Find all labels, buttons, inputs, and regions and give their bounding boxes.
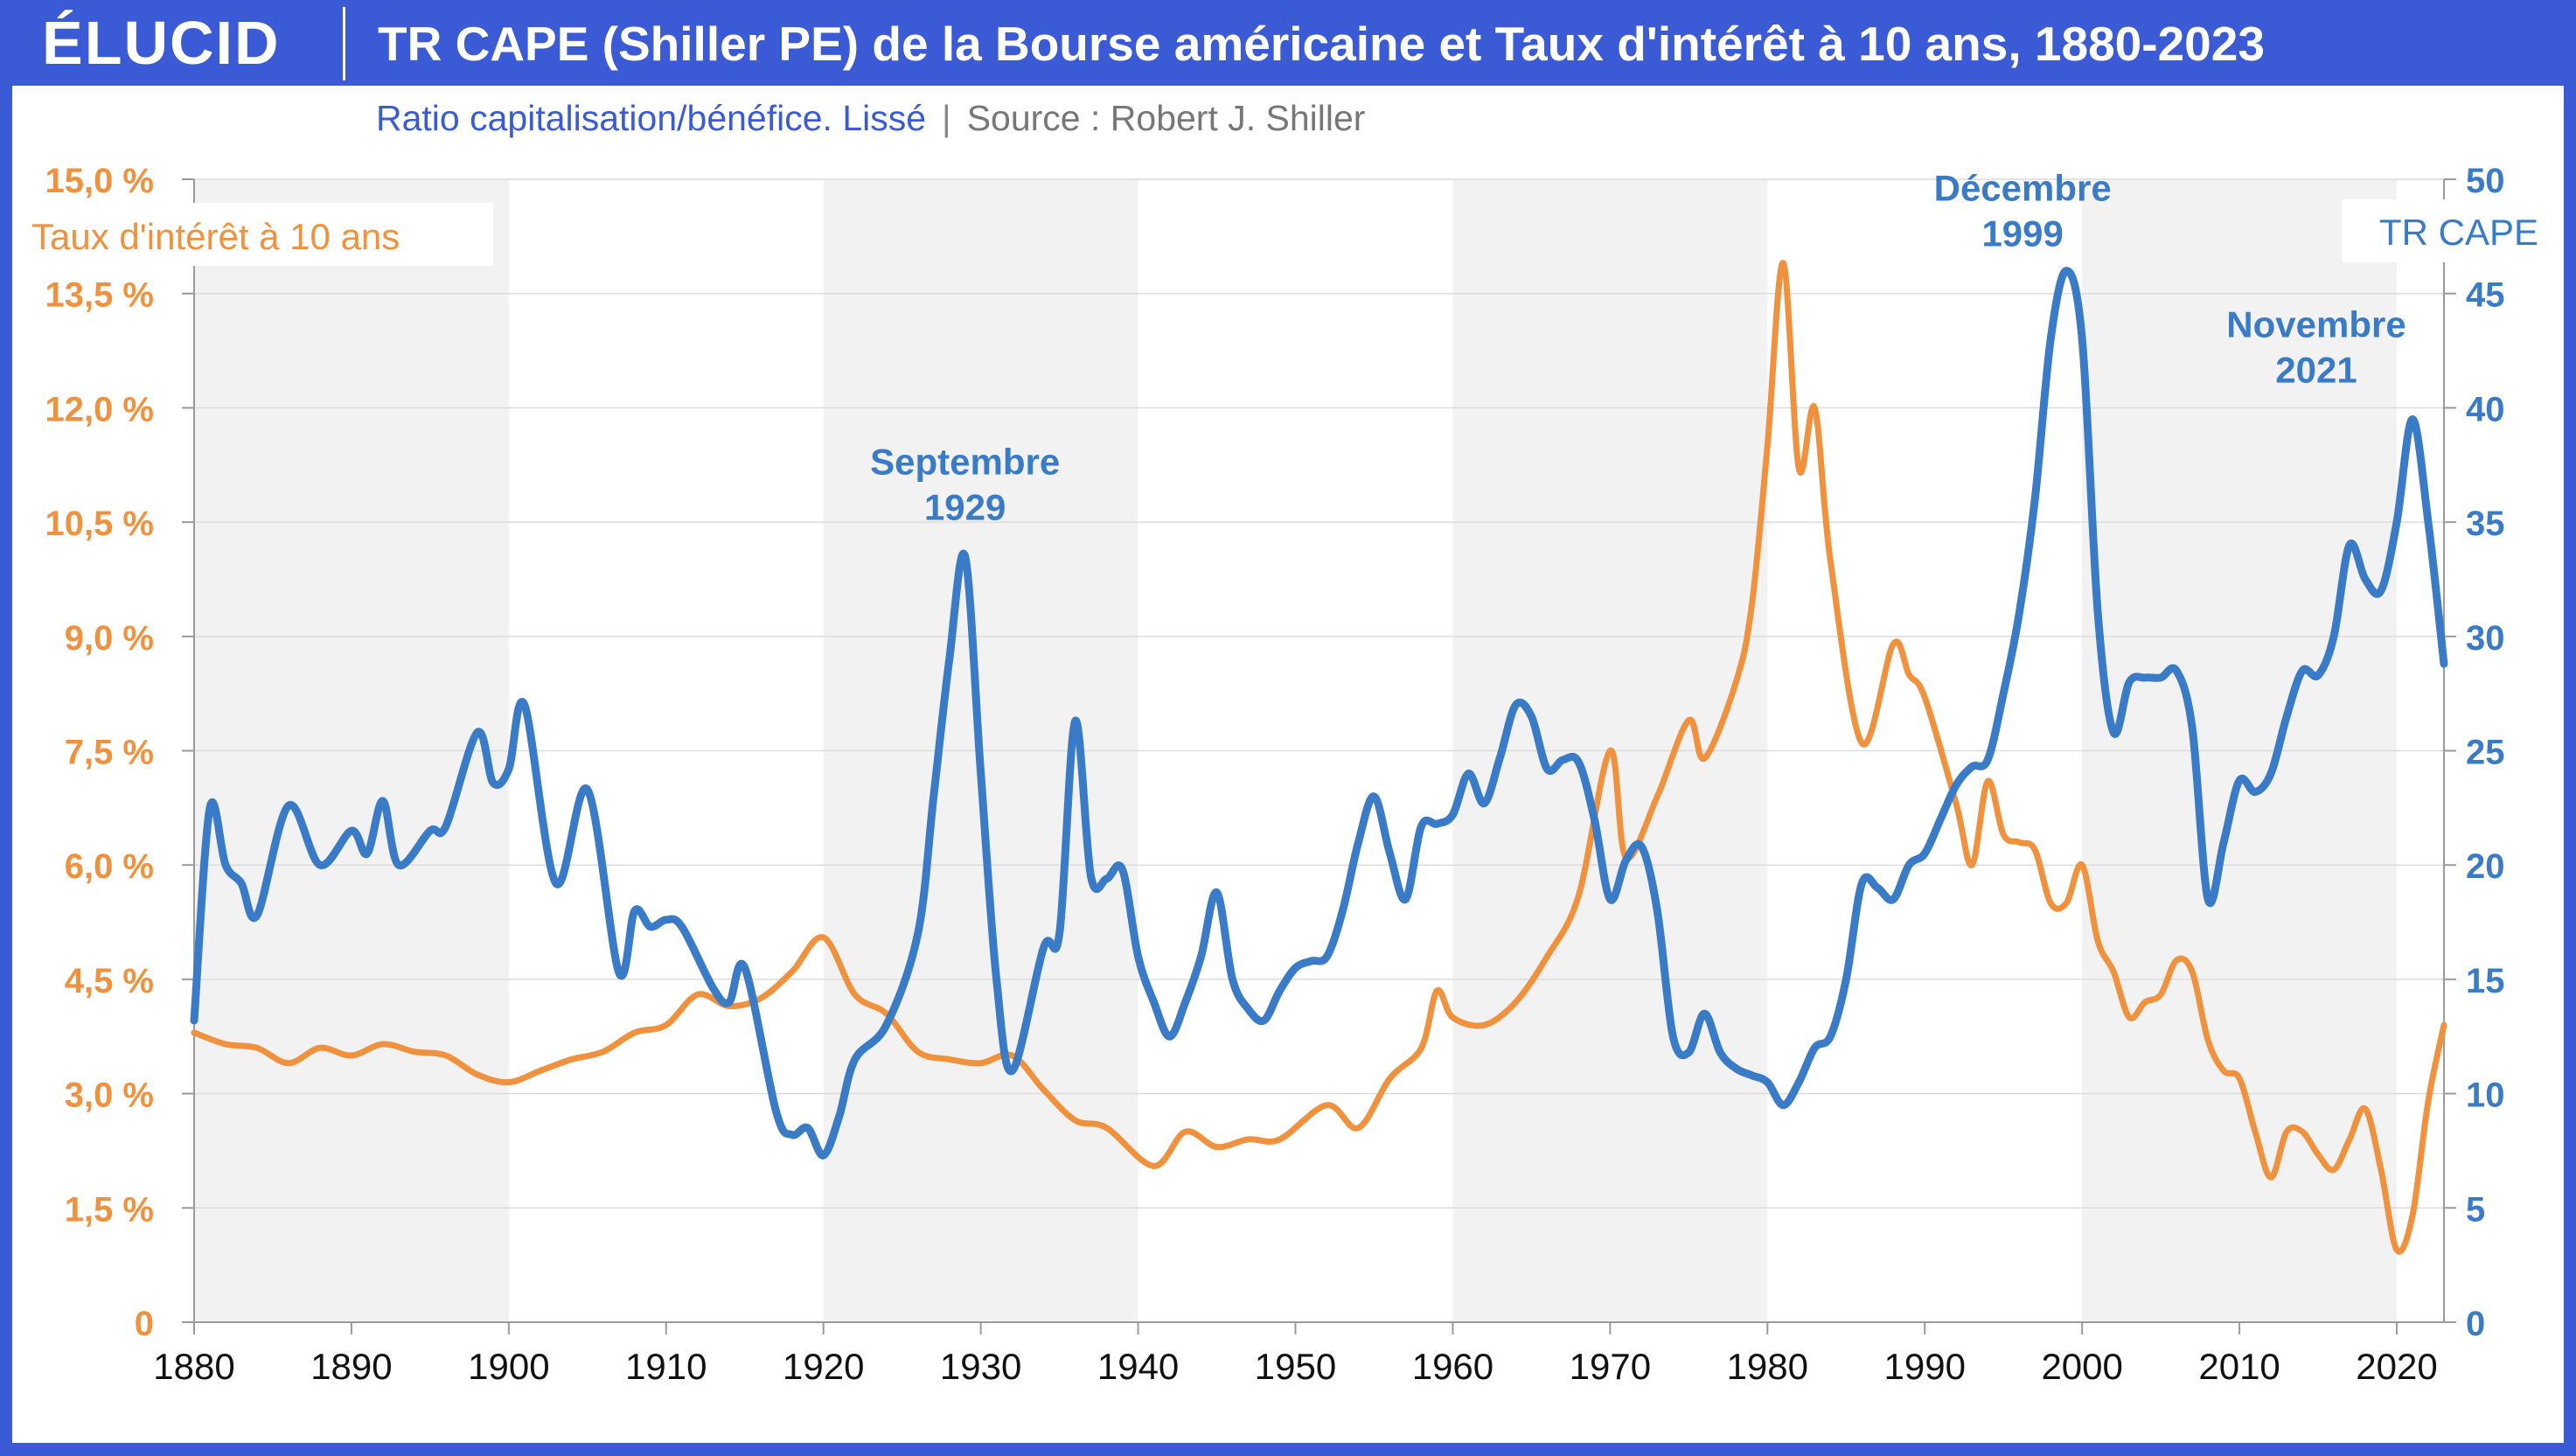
x-tick-label: 1920	[783, 1346, 864, 1387]
x-tick-label: 1980	[1727, 1346, 1808, 1387]
subtitle-text: Ratio capitalisation/bénéfice. Lissé	[376, 98, 927, 138]
x-tick-label: 1970	[1570, 1346, 1651, 1387]
chart-axes	[182, 178, 2456, 1334]
y-right-tick-label: 0	[2466, 1305, 2485, 1343]
y-left-tick-label: 0	[135, 1305, 154, 1343]
y-left-tick-label: 12,0 %	[45, 390, 154, 428]
y-left-tick-label: 1,5 %	[65, 1190, 154, 1229]
y-left-tick-label: 13,5 %	[45, 276, 154, 315]
chart-grid	[194, 178, 2444, 1209]
annotation-line: 2021	[2275, 349, 2357, 390]
y-left-tick-label: 3,0 %	[65, 1076, 154, 1115]
x-tick-label: 1990	[1884, 1346, 1966, 1387]
y-right-tick-label: 20	[2466, 847, 2505, 886]
y-right-tick-label: 15	[2466, 962, 2505, 1000]
x-tick-label: 1910	[625, 1346, 707, 1387]
x-tick-label: 1930	[940, 1346, 1021, 1387]
annotation-line: Décembre	[1934, 168, 2112, 209]
subtitle: Ratio capitalisation/bénéfice. Lissé | Sou…	[376, 98, 1365, 139]
annotation-label: Décembre 1999	[1934, 168, 2112, 254]
x-tick-label: 1880	[153, 1346, 234, 1387]
annotation-line: Septembre	[870, 441, 1060, 482]
source-text: Source : Robert J. Shiller	[966, 98, 1366, 138]
annotation-line: 1929	[924, 486, 1006, 527]
y-right-tick-label: 25	[2466, 734, 2505, 772]
annotation-label: Septembre 1929	[870, 441, 1060, 527]
footer-url[interactable]: www.elucid.media	[2318, 1415, 2515, 1441]
chart-labels: 0 1,5 % 3,0 % 4,5 % 6,0 % 7,5 % 9,0 % 10,5 % 12,…	[21, 162, 2552, 1387]
annotation-line: 1999	[1981, 213, 2063, 254]
header-bar: ÉLUCID TR CAPE (Shiller PE) de la Bourse…	[0, 0, 2576, 86]
left-axis-label-bg	[21, 203, 493, 266]
left-axis-label: Taux d'intérêt à 10 ans	[31, 216, 400, 257]
logo-divider	[343, 7, 345, 80]
y-right-tick-label: 40	[2466, 390, 2505, 428]
x-tick-label: 1940	[1097, 1346, 1179, 1387]
x-tick-label: 2000	[2041, 1346, 2122, 1387]
y-right-tick-label: 10	[2466, 1076, 2505, 1115]
x-tick-label: 1950	[1255, 1346, 1336, 1387]
x-tick-label: 1890	[310, 1346, 392, 1387]
y-left-tick-label: 7,5 %	[65, 734, 154, 772]
footer-swoosh-icon	[2511, 1403, 2564, 1429]
chart-annotations: Septembre 1929 Décembre 1999 Novembre 2021	[870, 168, 2406, 528]
y-right-tick-label: 50	[2466, 162, 2505, 200]
x-tick-label: 2010	[2198, 1346, 2280, 1387]
y-left-tick-label: 15,0 %	[45, 162, 154, 200]
annotation-line: Novembre	[2226, 303, 2405, 345]
y-right-tick-label: 5	[2466, 1190, 2485, 1229]
right-axis-label: TR CAPE	[2379, 212, 2538, 253]
y-left-tick-label: 4,5 %	[65, 962, 154, 1000]
y-right-tick-label: 45	[2466, 276, 2505, 315]
cape-series	[190, 267, 2448, 1160]
brand-logo[interactable]: ÉLUCID	[42, 9, 281, 77]
y-left-tick-label: 9,0 %	[65, 619, 154, 658]
y-left-tick-label: 6,0 %	[65, 847, 154, 886]
right-axis-label-bg	[2342, 199, 2552, 262]
x-tick-label: 2020	[2356, 1346, 2437, 1387]
y-left-tick-label: 10,5 %	[45, 505, 154, 543]
page-title: TR CAPE (Shiller PE) de la Bourse améric…	[378, 17, 2265, 71]
subtitle-separator: |	[942, 98, 951, 138]
y-right-tick-label: 30	[2466, 619, 2505, 658]
y-right-tick-label: 35	[2466, 505, 2505, 543]
annotation-label: Novembre 2021	[2226, 303, 2405, 390]
cape-line	[190, 267, 2448, 1160]
x-tick-label: 1960	[1412, 1346, 1493, 1387]
x-tick-label: 1900	[468, 1346, 549, 1387]
